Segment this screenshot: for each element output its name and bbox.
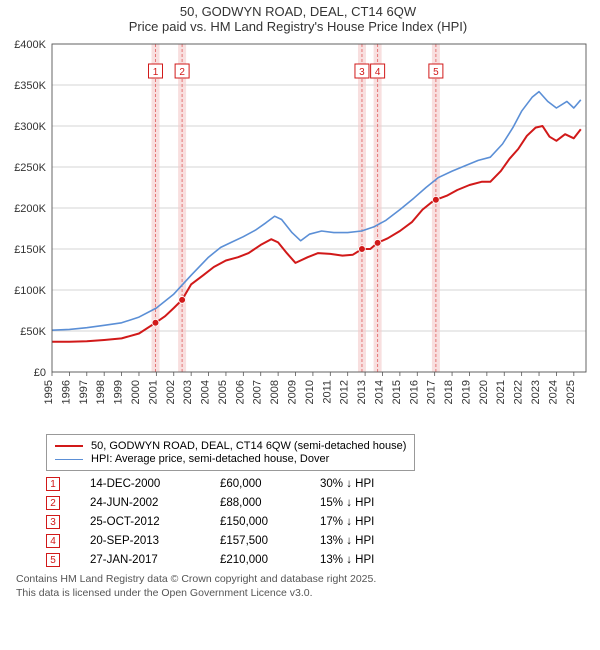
x-tick-label: 1996 bbox=[60, 380, 72, 404]
x-tick-label: 2023 bbox=[530, 380, 542, 404]
x-tick-label: 2009 bbox=[287, 380, 299, 404]
sale-marker-box: 1 bbox=[46, 477, 60, 491]
title-address: 50, GODWYN ROAD, DEAL, CT14 6QW bbox=[4, 4, 592, 19]
legend-label: HPI: Average price, semi-detached house,… bbox=[91, 453, 329, 465]
y-tick-label: £400K bbox=[14, 39, 46, 51]
footer-line1: Contains HM Land Registry data © Crown c… bbox=[16, 573, 582, 587]
x-tick-label: 2012 bbox=[339, 380, 351, 404]
sale-price: £150,000 bbox=[220, 516, 290, 528]
x-tick-label: 2019 bbox=[460, 380, 472, 404]
sale-delta: 13% ↓ HPI bbox=[320, 535, 410, 547]
sale-delta: 15% ↓ HPI bbox=[320, 497, 410, 509]
sale-marker-box: 5 bbox=[46, 553, 60, 567]
x-tick-label: 2008 bbox=[269, 380, 281, 404]
chart-title: 50, GODWYN ROAD, DEAL, CT14 6QW Price pa… bbox=[4, 4, 592, 34]
sale-delta: 30% ↓ HPI bbox=[320, 478, 410, 490]
legend: 50, GODWYN ROAD, DEAL, CT14 6QW (semi-de… bbox=[46, 434, 415, 471]
legend-item: HPI: Average price, semi-detached house,… bbox=[55, 453, 406, 465]
sale-marker-label: 2 bbox=[179, 67, 185, 78]
x-tick-label: 2014 bbox=[373, 380, 385, 404]
legend-item: 50, GODWYN ROAD, DEAL, CT14 6QW (semi-de… bbox=[55, 440, 406, 452]
footer-line2: This data is licensed under the Open Gov… bbox=[16, 587, 582, 601]
y-tick-label: £350K bbox=[14, 80, 46, 92]
sales-row: 4 20-SEP-2013 £157,500 13% ↓ HPI bbox=[46, 534, 582, 548]
y-tick-label: £250K bbox=[14, 162, 46, 174]
y-tick-label: £200K bbox=[14, 203, 46, 215]
y-tick-label: £150K bbox=[14, 244, 46, 256]
x-tick-label: 1997 bbox=[78, 380, 90, 404]
x-tick-label: 2018 bbox=[443, 380, 455, 404]
sales-row: 1 14-DEC-2000 £60,000 30% ↓ HPI bbox=[46, 477, 582, 491]
x-tick-label: 2003 bbox=[182, 380, 194, 404]
legend-swatch bbox=[55, 445, 83, 447]
sale-date: 14-DEC-2000 bbox=[90, 478, 190, 490]
x-tick-label: 2015 bbox=[391, 380, 403, 404]
chart-area: £0 £50K £100K £150K £200K £250K £300K £350K £400… bbox=[4, 38, 592, 428]
x-tick-label: 2013 bbox=[356, 380, 368, 404]
x-tick-label: 1998 bbox=[95, 380, 107, 404]
x-tick-label: 2001 bbox=[147, 380, 159, 404]
legend-label: 50, GODWYN ROAD, DEAL, CT14 6QW (semi-de… bbox=[91, 440, 406, 452]
title-subtitle: Price paid vs. HM Land Registry's House … bbox=[4, 19, 592, 34]
x-tick-label: 2004 bbox=[200, 380, 212, 404]
x-tick-label: 2017 bbox=[426, 380, 438, 404]
sale-price: £157,500 bbox=[220, 535, 290, 547]
x-tick-label: 2020 bbox=[478, 380, 490, 404]
sale-marker-box: 4 bbox=[46, 534, 60, 548]
sale-date: 24-JUN-2002 bbox=[90, 497, 190, 509]
legend-swatch bbox=[55, 459, 83, 460]
sales-row: 2 24-JUN-2002 £88,000 15% ↓ HPI bbox=[46, 496, 582, 510]
y-tick-label: £50K bbox=[20, 326, 46, 338]
sale-delta: 17% ↓ HPI bbox=[320, 516, 410, 528]
y-tick-label: £100K bbox=[14, 285, 46, 297]
x-tick-label: 2006 bbox=[234, 380, 246, 404]
x-tick-label: 2022 bbox=[513, 380, 525, 404]
x-tick-label: 1995 bbox=[43, 380, 55, 404]
y-tick-label: £0 bbox=[34, 367, 46, 379]
sale-date: 25-OCT-2012 bbox=[90, 516, 190, 528]
x-tick-label: 2005 bbox=[217, 380, 229, 404]
x-tick-label: 2025 bbox=[565, 380, 577, 404]
x-tick-label: 2000 bbox=[130, 380, 142, 404]
x-tick-label: 2024 bbox=[547, 380, 559, 404]
series-price_paid bbox=[52, 126, 581, 342]
x-tick-label: 2021 bbox=[495, 380, 507, 404]
sales-table: 1 14-DEC-2000 £60,000 30% ↓ HPI 2 24-JUN-2002… bbox=[46, 477, 582, 567]
sale-marker-label: 4 bbox=[375, 67, 381, 78]
sale-price: £60,000 bbox=[220, 478, 290, 490]
sale-marker-label: 5 bbox=[433, 67, 439, 78]
sale-date: 27-JAN-2017 bbox=[90, 554, 190, 566]
sales-row: 5 27-JAN-2017 £210,000 13% ↓ HPI bbox=[46, 553, 582, 567]
x-tick-label: 2002 bbox=[165, 380, 177, 404]
x-tick-label: 2010 bbox=[304, 380, 316, 404]
x-tick-label: 2007 bbox=[252, 380, 264, 404]
x-tick-label: 1999 bbox=[113, 380, 125, 404]
sale-date: 20-SEP-2013 bbox=[90, 535, 190, 547]
series-hpi bbox=[52, 92, 581, 331]
sale-marker-label: 3 bbox=[359, 67, 365, 78]
sale-price: £88,000 bbox=[220, 497, 290, 509]
y-tick-label: £300K bbox=[14, 121, 46, 133]
sale-marker-box: 3 bbox=[46, 515, 60, 529]
sales-row: 3 25-OCT-2012 £150,000 17% ↓ HPI bbox=[46, 515, 582, 529]
sale-marker-box: 2 bbox=[46, 496, 60, 510]
x-tick-label: 2016 bbox=[408, 380, 420, 404]
sale-delta: 13% ↓ HPI bbox=[320, 554, 410, 566]
chart-svg: £0 £50K £100K £150K £200K £250K £300K £350K £400… bbox=[4, 38, 592, 428]
footer: Contains HM Land Registry data © Crown c… bbox=[16, 573, 582, 600]
x-tick-label: 2011 bbox=[321, 380, 333, 404]
sale-marker-label: 1 bbox=[153, 67, 159, 78]
sale-price: £210,000 bbox=[220, 554, 290, 566]
